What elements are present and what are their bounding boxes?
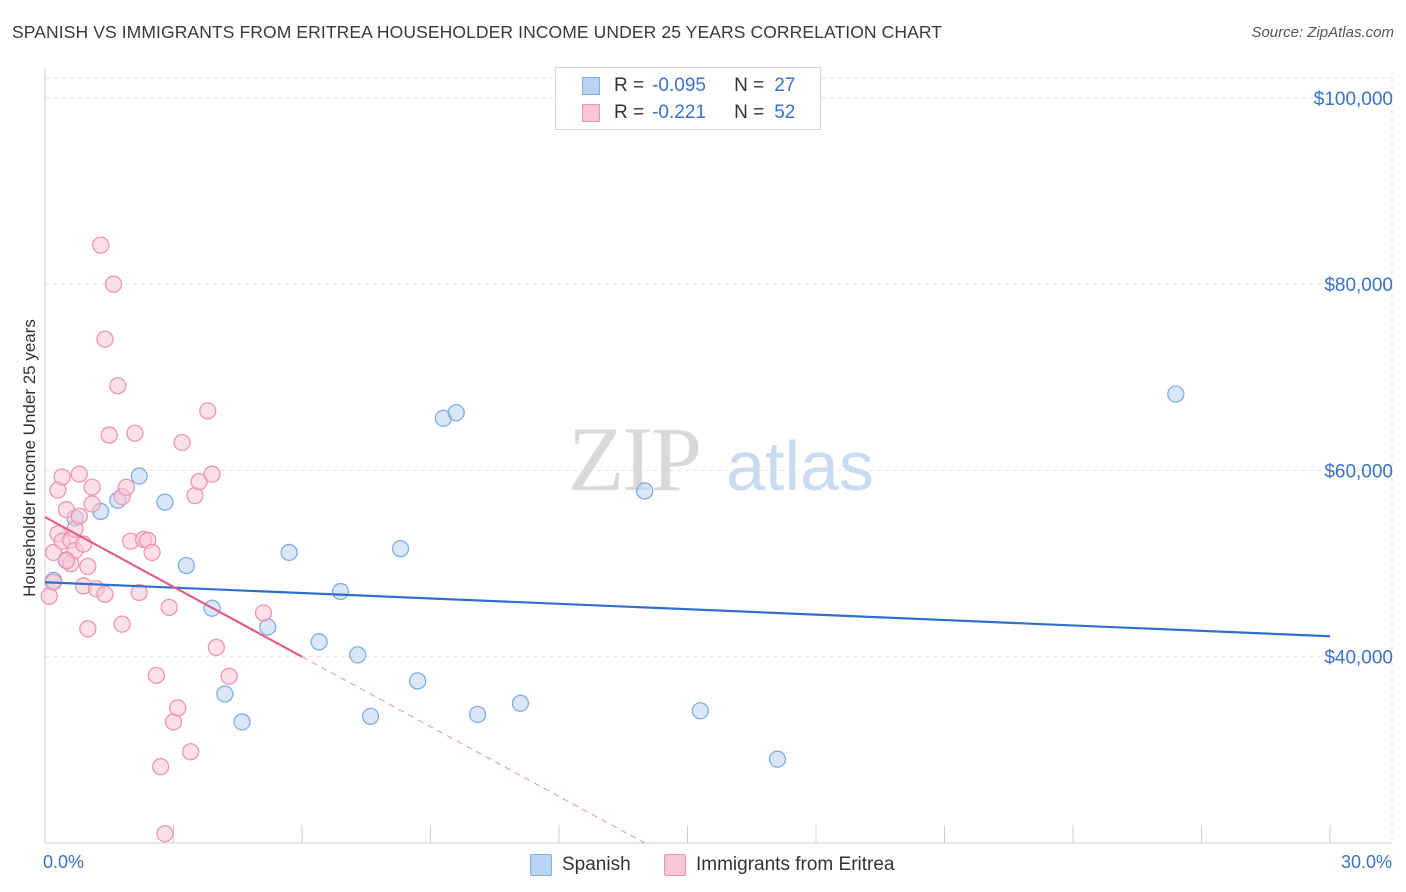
spanish-point bbox=[233, 713, 251, 731]
eritrea-point bbox=[173, 433, 191, 452]
eritrea-point bbox=[83, 478, 101, 496]
spanish-point bbox=[636, 482, 654, 500]
watermark: ZIP atlas bbox=[568, 408, 874, 510]
eritrea-point bbox=[169, 699, 187, 717]
eritrea-point bbox=[113, 615, 131, 633]
legend-r-value-eritrea: -0.221 bbox=[652, 102, 706, 123]
spanish-point bbox=[511, 694, 530, 712]
spanish-point bbox=[156, 493, 174, 511]
legend-n-label: N = bbox=[734, 75, 765, 96]
legend-swatch-spanish bbox=[582, 77, 600, 95]
spanish-point bbox=[331, 582, 350, 601]
spanish-point bbox=[447, 404, 465, 422]
eritrea-point bbox=[117, 478, 136, 496]
legend-n-value-spanish: 27 bbox=[774, 75, 796, 96]
eritrea-point bbox=[203, 465, 221, 483]
spanish-point bbox=[1167, 385, 1185, 403]
eritrea-trend-line bbox=[44, 516, 303, 658]
spanish-point bbox=[391, 540, 410, 558]
eritrea-point bbox=[126, 424, 144, 442]
eritrea-point bbox=[254, 604, 273, 622]
trend-lines bbox=[44, 516, 1331, 844]
y-tick-label: $80,000 bbox=[1324, 275, 1393, 296]
legend-n-value-eritrea: 52 bbox=[774, 102, 796, 123]
eritrea-point bbox=[96, 330, 114, 348]
spanish-point bbox=[177, 556, 196, 575]
y-tick-labels: $100,000 $80,000 $60,000 $40,000 bbox=[1314, 89, 1393, 669]
spanish-point bbox=[349, 646, 367, 664]
data-points bbox=[40, 236, 1185, 843]
eritrea-point bbox=[190, 472, 208, 491]
spanish-point bbox=[310, 633, 328, 651]
y-tick-label: $60,000 bbox=[1324, 461, 1393, 482]
spanish-point bbox=[216, 685, 234, 703]
legend-swatch-eritrea bbox=[582, 104, 600, 122]
eritrea-point bbox=[104, 275, 123, 293]
y-tick-label: $100,000 bbox=[1314, 89, 1393, 110]
eritrea-point bbox=[109, 377, 127, 395]
eritrea-point bbox=[79, 557, 97, 576]
spanish-point bbox=[691, 702, 709, 720]
eritrea-point bbox=[83, 495, 101, 513]
x-tick-max: 30.0% bbox=[1340, 852, 1392, 872]
legend-row-eritrea: R = -0.221 N = 52 bbox=[582, 100, 795, 126]
spanish-point bbox=[468, 705, 487, 724]
source-label: Source: ZipAtlas.com bbox=[1251, 24, 1394, 41]
legend-r-value-spanish: -0.095 bbox=[652, 75, 706, 96]
eritrea-point bbox=[53, 468, 71, 486]
eritrea-point bbox=[207, 638, 225, 657]
stats-legend: R = -0.095 N = 27 R = -0.221 N = 52 bbox=[555, 67, 821, 130]
bottom-swatch-eritrea bbox=[664, 854, 686, 876]
bottom-legend-eritrea: Immigrants from Eritrea bbox=[664, 852, 894, 878]
eritrea-point bbox=[70, 507, 88, 525]
eritrea-point bbox=[147, 666, 166, 685]
legend-r-label: R = bbox=[614, 102, 645, 123]
eritrea-point bbox=[79, 620, 97, 638]
bottom-legend-spanish: Spanish bbox=[530, 852, 631, 878]
eritrea-point bbox=[199, 402, 217, 420]
eritrea-point bbox=[130, 583, 148, 602]
eritrea-point bbox=[151, 757, 170, 776]
spanish-point bbox=[361, 707, 380, 725]
spanish-point bbox=[130, 467, 148, 485]
bottom-legend-label-eritrea: Immigrants from Eritrea bbox=[696, 854, 895, 875]
chart-title: SPANISH VS IMMIGRANTS FROM ERITREA HOUSE… bbox=[12, 22, 943, 42]
bottom-legend-label-spanish: Spanish bbox=[562, 854, 631, 875]
eritrea-point bbox=[143, 543, 161, 562]
x-tick-min: 0.0% bbox=[43, 852, 85, 872]
eritrea-point bbox=[70, 465, 88, 483]
spanish-point bbox=[408, 672, 427, 690]
y-tick-label: $40,000 bbox=[1324, 648, 1393, 669]
spanish-point bbox=[768, 750, 787, 768]
eritrea-point bbox=[160, 598, 178, 617]
eritrea-trend-extension bbox=[301, 656, 645, 844]
eritrea-point bbox=[181, 743, 200, 761]
eritrea-point bbox=[156, 825, 174, 843]
legend-r-label: R = bbox=[614, 75, 645, 96]
eritrea-point bbox=[92, 236, 110, 254]
spanish-point bbox=[280, 543, 298, 562]
eritrea-point bbox=[100, 426, 118, 444]
legend-n-label: N = bbox=[734, 102, 765, 123]
eritrea-point bbox=[96, 585, 114, 603]
bottom-swatch-spanish bbox=[530, 854, 552, 876]
eritrea-point bbox=[57, 552, 76, 570]
spanish-trend-line bbox=[44, 581, 1331, 638]
watermark-zip: ZIP bbox=[568, 408, 700, 510]
legend-row-spanish: R = -0.095 N = 27 bbox=[582, 73, 795, 99]
watermark-atlas: atlas bbox=[726, 427, 874, 505]
eritrea-point bbox=[220, 667, 238, 685]
